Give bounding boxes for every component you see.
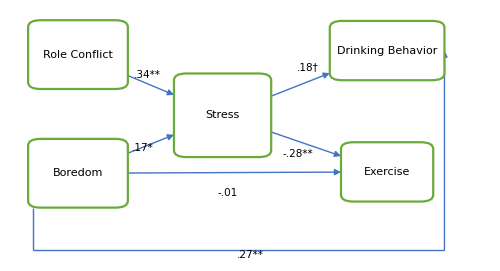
Text: .18†: .18† — [296, 62, 318, 72]
Text: Stress: Stress — [206, 110, 240, 120]
Text: -.01: -.01 — [218, 188, 238, 198]
FancyBboxPatch shape — [28, 139, 128, 208]
Text: -.28**: -.28** — [282, 149, 312, 159]
Text: Boredom: Boredom — [53, 168, 103, 178]
Text: .34**: .34** — [134, 70, 161, 80]
Text: Role Conflict: Role Conflict — [43, 50, 113, 60]
FancyBboxPatch shape — [341, 142, 433, 202]
FancyBboxPatch shape — [174, 73, 271, 157]
Text: .27**: .27** — [236, 250, 264, 260]
Text: .17*: .17* — [132, 143, 154, 153]
FancyBboxPatch shape — [28, 20, 128, 89]
FancyBboxPatch shape — [330, 21, 444, 80]
Text: Exercise: Exercise — [364, 167, 410, 177]
Text: Drinking Behavior: Drinking Behavior — [337, 46, 438, 56]
